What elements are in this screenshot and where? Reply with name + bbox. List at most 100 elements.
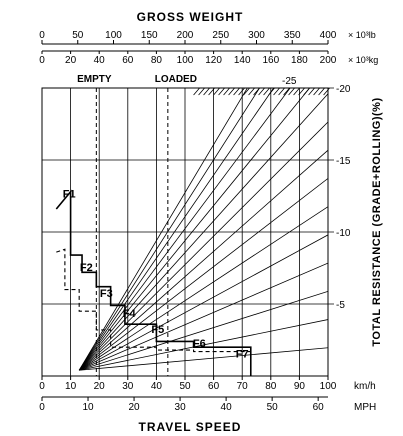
hatch-mark [288,87,295,96]
hatch-mark [233,87,240,96]
kg-tick-label: 160 [262,55,279,66]
hatch-mark [263,87,270,96]
gear-label: F2 [80,262,93,274]
lb-tick-label: 200 [177,30,194,41]
hatch-mark [293,87,300,96]
resistance-line [78,88,311,371]
resistance-line [78,93,328,371]
resistance-line [79,262,328,371]
resistance-line [78,88,291,371]
lb-tick-label: 0 [39,30,45,41]
mph-tick-label: 0 [39,402,45,413]
hatch-mark [208,87,215,96]
x-axis-title: TRAVEL SPEED [139,420,242,434]
resistance-line [78,178,328,371]
mph-tick-label: 40 [221,402,233,413]
gear-label: F1 [63,188,76,200]
resistance-line [79,347,328,371]
kg-tick-label: 80 [151,55,163,66]
gear-label: F4 [123,308,137,320]
lb-tick-label: 400 [320,30,337,41]
mph-unit-label: MPH [354,402,376,413]
kg-tick-label: 200 [320,55,337,66]
loaded-rimpull-curve [55,189,252,376]
hatch-mark [323,87,330,96]
resistance-line [78,88,275,371]
mph-tick-label: 20 [128,402,140,413]
resistance-tick-label: -15 [336,156,351,167]
kg-tick-label: 20 [65,55,77,66]
lb-tick-label: 250 [212,30,229,41]
kmh-tick-label: 70 [237,381,249,392]
kg-tick-label: 60 [122,55,134,66]
kmh-tick-label: 100 [320,381,337,392]
hatch-mark [268,87,275,96]
hatch-mark [258,87,265,96]
hatch-mark [283,87,290,96]
mph-tick-label: 30 [175,402,187,413]
lb-tick-label: 300 [248,30,265,41]
lb-unit-label: × 10³lb [348,30,376,40]
loaded-marker-label: LOADED [155,74,197,85]
kmh-tick-label: 10 [65,381,77,392]
hatch-mark [193,87,200,96]
hatch-mark [218,87,225,96]
empty-marker-label: EMPTY [77,74,112,85]
hatch-mark [278,87,285,96]
resistance-line [78,121,328,371]
kmh-tick-label: 60 [208,381,220,392]
resistance-line [78,149,328,371]
empty-rimpull-curve [56,248,252,376]
hatch-mark [313,87,320,96]
resistance-fan [78,88,328,371]
lb-tick-label: 100 [105,30,122,41]
resistance-line [78,88,248,371]
kmh-tick-label: 0 [39,381,45,392]
resistance-top-label: -25 [282,76,297,87]
speed-axes: 0 10 20 30 40 50 60 70 80 90 100 km/h0 10 20 30 40 50 60 M… [39,376,376,413]
hatch-mark [203,87,210,96]
hatch-mark [198,87,205,96]
hatch-mark [213,87,220,96]
resistance-line [78,206,328,371]
resistance-line [79,319,328,371]
kg-tick-label: 180 [291,55,308,66]
resistance-tick-label: -5 [336,300,345,311]
gear-label: F7 [236,348,249,360]
lb-tick-label: 150 [141,30,158,41]
lb-tick-label: 350 [284,30,301,41]
kg-tick-label: 0 [39,55,45,66]
lb-tick-label: 50 [72,30,84,41]
hatch-mark [318,87,325,96]
kmh-tick-label: 30 [122,381,134,392]
mph-tick-label: 60 [313,402,325,413]
mph-tick-label: 50 [267,402,279,413]
kmh-tick-label: 20 [94,381,106,392]
gear-label: F3 [100,288,113,300]
gear-label: F5 [151,324,164,336]
hatch-mark [303,87,310,96]
mph-tick-label: 10 [82,402,94,413]
kg-unit-label: × 10³kg [348,55,378,65]
resistance-tick-label: -10 [336,228,351,239]
hatch-mark [273,87,280,96]
hatch-mark [223,87,230,96]
kmh-tick-label: 40 [151,381,163,392]
kmh-tick-label: 80 [265,381,277,392]
kg-tick-label: 120 [205,55,222,66]
resistance-line [79,290,328,371]
kmh-unit-label: km/h [354,381,376,392]
hatch-mark [308,87,315,96]
resistance-tick-label: -20 [336,84,351,95]
plot-area: -5 -10 -15 -20 -25 F1 F2 F3 F4 F5 F6 F7 [41,76,351,377]
kg-tick-label: 40 [94,55,106,66]
gross-weight-title: GROSS WEIGHT [137,10,244,24]
hatch-mark [243,87,250,96]
gear-label: F6 [193,338,206,350]
hatch-mark [228,87,235,96]
hatch-mark [248,87,255,96]
kmh-tick-label: 50 [179,381,191,392]
hatch-mark [238,87,245,96]
kmh-tick-label: 90 [294,381,306,392]
